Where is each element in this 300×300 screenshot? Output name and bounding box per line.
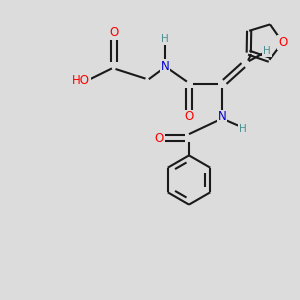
Text: HO: HO — [72, 74, 90, 88]
Text: H: H — [239, 124, 247, 134]
Text: O: O — [278, 36, 287, 49]
Text: N: N — [218, 110, 226, 124]
Text: O: O — [154, 131, 164, 145]
Text: H: H — [161, 34, 169, 44]
Text: H: H — [263, 46, 271, 56]
Text: N: N — [160, 59, 169, 73]
Text: O: O — [184, 110, 194, 124]
Text: O: O — [110, 26, 118, 40]
